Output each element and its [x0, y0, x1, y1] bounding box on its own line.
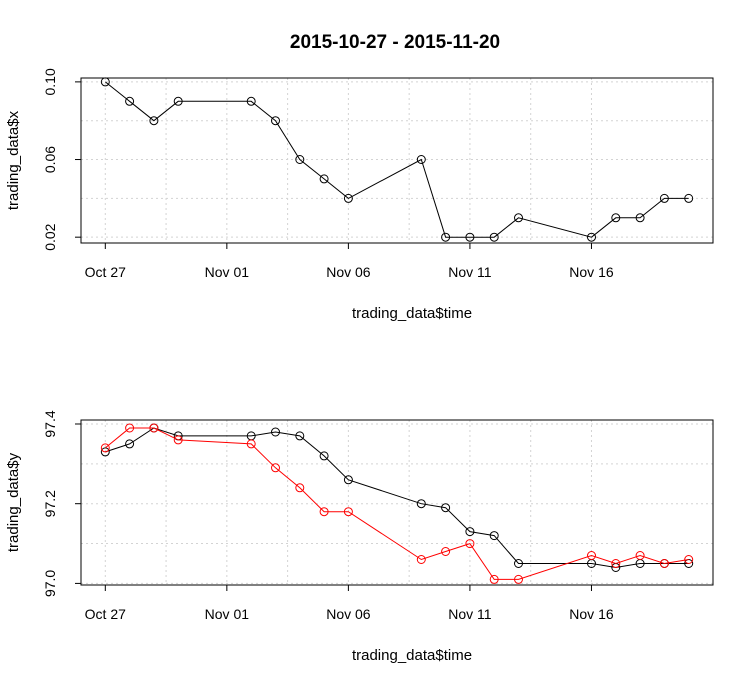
data-point-series-1	[441, 232, 451, 242]
x-tick-label: Nov 11	[448, 264, 492, 280]
y-tick-label: 97.2	[42, 490, 58, 517]
data-point-series-1	[125, 439, 135, 449]
series-line-1	[104, 81, 689, 238]
data-point-series-1	[125, 96, 135, 106]
x-tick-label: Oct 27	[85, 264, 126, 280]
chart-title: 2015-10-27 - 2015-11-20	[290, 32, 500, 53]
data-point-series-1	[271, 427, 280, 437]
data-point-series-1	[343, 193, 353, 203]
x-tick-label: Nov 11	[448, 606, 492, 622]
data-point-series-2	[100, 443, 110, 453]
x-axis-title: trading_data$time	[352, 647, 472, 664]
y-tick-label: 97.4	[42, 410, 58, 437]
data-point-series-1	[100, 77, 110, 87]
data-point-series-1	[319, 451, 329, 461]
y-axis-title: trading_data$x	[5, 110, 22, 210]
data-point-series-2	[343, 507, 353, 517]
data-point-series-2	[441, 547, 451, 556]
data-point-series-1	[343, 475, 353, 485]
data-point-series-2	[635, 551, 645, 560]
data-point-series-1	[416, 499, 426, 509]
data-point-series-1	[684, 193, 694, 203]
data-point-series-2	[465, 539, 475, 549]
series-line-2	[104, 427, 689, 580]
x-tick-label: Nov 16	[569, 264, 614, 280]
y-axis-title: trading_data$y	[5, 452, 22, 552]
data-point-series-2	[489, 574, 499, 584]
series-line-1	[105, 427, 689, 569]
x-tick-label: Nov 06	[326, 606, 371, 622]
data-point-series-1	[295, 431, 305, 441]
data-point-series-1	[635, 213, 645, 223]
data-point-series-1	[611, 213, 621, 223]
x-axis-title: trading_data$time	[352, 305, 472, 322]
y-tick-label: 0.06	[42, 146, 58, 173]
data-point-series-2	[659, 559, 669, 568]
data-point-series-1	[514, 559, 523, 568]
x-tick-label: Oct 27	[85, 606, 126, 622]
data-point-series-1	[416, 155, 426, 164]
y-tick-label: 0.10	[42, 68, 58, 95]
data-point-series-1	[295, 155, 305, 164]
data-point-series-1	[319, 174, 329, 184]
data-point-series-2	[587, 551, 596, 560]
y-tick-label: 97.0	[42, 570, 58, 597]
data-point-series-1	[149, 116, 159, 126]
plot-frame	[80, 419, 714, 586]
data-point-series-1	[489, 531, 499, 541]
data-point-series-2	[514, 574, 523, 584]
y-tick-label: 0.02	[42, 223, 58, 250]
x-tick-label: Nov 16	[569, 606, 614, 622]
x-tick-label: Nov 06	[326, 264, 371, 280]
data-point-series-2	[246, 439, 256, 449]
data-point-series-2	[319, 507, 329, 517]
data-point-series-1	[465, 232, 475, 242]
x-tick-label: Nov 01	[205, 264, 250, 280]
data-point-series-1	[246, 96, 256, 106]
data-point-series-1	[271, 116, 280, 126]
data-point-series-1	[489, 232, 499, 242]
data-point-series-1	[587, 232, 596, 242]
data-point-series-2	[611, 559, 621, 568]
data-point-series-2	[173, 435, 183, 445]
data-point-series-2	[125, 423, 135, 433]
data-point-series-1	[659, 193, 669, 203]
data-point-series-1	[514, 213, 523, 223]
data-point-series-2	[149, 423, 159, 433]
data-point-series-2	[416, 555, 426, 564]
data-point-series-2	[684, 555, 694, 564]
data-point-series-2	[295, 483, 305, 493]
data-point-series-1	[465, 527, 475, 537]
data-point-series-1	[173, 96, 183, 106]
data-point-series-1	[441, 503, 451, 513]
x-tick-label: Nov 01	[205, 606, 250, 622]
plot-frame	[80, 77, 714, 244]
data-point-series-2	[271, 463, 280, 473]
